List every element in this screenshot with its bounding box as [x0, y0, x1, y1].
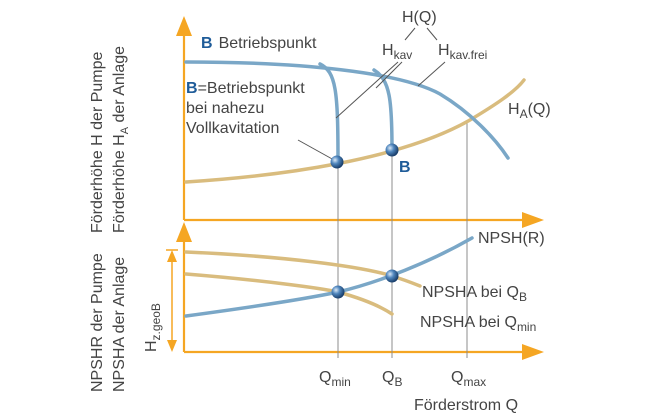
point-b-upper [385, 143, 399, 157]
curve-hkav-qb [372, 68, 394, 152]
label-b-vollkavitation-2: bei nahezu [186, 100, 264, 117]
lower-x-axis-arrow [522, 344, 544, 360]
curve-npsha-qb [184, 250, 422, 288]
label-h-kav-frei: Hkav.frei [438, 42, 487, 62]
lower-labels: NPSH(R) NPSHA bei QB NPSHA bei Qmin Hz.g… [143, 230, 545, 352]
curve-ha-q [184, 78, 526, 184]
label-b-marker: B [399, 159, 411, 176]
upper-x-axis-arrow [522, 212, 544, 228]
tick-qb: QB [382, 369, 402, 389]
tick-qmax: Qmax [451, 369, 486, 389]
leader-hkav-1 [335, 61, 399, 119]
y-label-upper-system: Förderhöhe HA der Anlage [111, 46, 131, 233]
hz-dimension-arrow-top [167, 250, 177, 262]
label-npsha-qb: NPSHA bei QB [422, 284, 527, 304]
label-b-vollkavitation-3: Vollkavitation [186, 120, 279, 137]
curve-npsha-qmin [184, 272, 394, 316]
leader-hkavfrei [417, 61, 446, 87]
leader-hq-2 [426, 27, 438, 41]
label-npshr: NPSH(R) [478, 230, 545, 247]
leader-b-vollkav [297, 139, 335, 161]
label-npsha-qmin: NPSHA bei Qmin [420, 314, 536, 334]
curve-hkav-qmin [318, 62, 340, 164]
leader-hq-1 [404, 27, 416, 41]
x-tick-labels: Qmin QB Qmax Förderstrom Q [319, 369, 518, 414]
lower-curves [184, 236, 474, 318]
y-label-lower-npshr: NPSHR der Pumpe [89, 253, 106, 392]
y-label-upper-pump: Förderhöhe H der Pumpe [89, 51, 106, 233]
x-axis-label: Förderstrom Q [414, 397, 518, 414]
hz-dimension-arrow-bottom [167, 340, 177, 352]
label-b-vollkavitation-1: B=Betriebspunkt [186, 80, 305, 97]
y-axis-labels: Förderhöhe H der Pumpe Förderhöhe HA der… [89, 46, 131, 392]
y-label-lower-npsha: NPSHA der Anlage [111, 257, 128, 392]
point-npsh-qmin [331, 285, 345, 299]
leader-hkav-2 [375, 61, 403, 89]
tick-qmin: Qmin [319, 369, 351, 389]
label-h-kav: Hkav [382, 42, 412, 62]
upper-leaders [297, 27, 446, 161]
axes [166, 16, 544, 360]
upper-labels: B Betriebspunkt B=Betriebspunkt bei nahez… [186, 9, 551, 176]
upper-y-axis-arrow [176, 16, 192, 36]
operating-points [330, 143, 399, 299]
label-h-q: H(Q) [402, 9, 437, 26]
point-npsh-qb [385, 269, 399, 283]
label-b-betriebspunkt: B Betriebspunkt [201, 35, 317, 52]
lower-y-axis-arrow [176, 222, 192, 242]
label-hz-geob: Hz.geoB [143, 303, 163, 352]
label-ha-q: HA(Q) [508, 101, 551, 121]
point-b-vollkav-upper [330, 155, 344, 169]
